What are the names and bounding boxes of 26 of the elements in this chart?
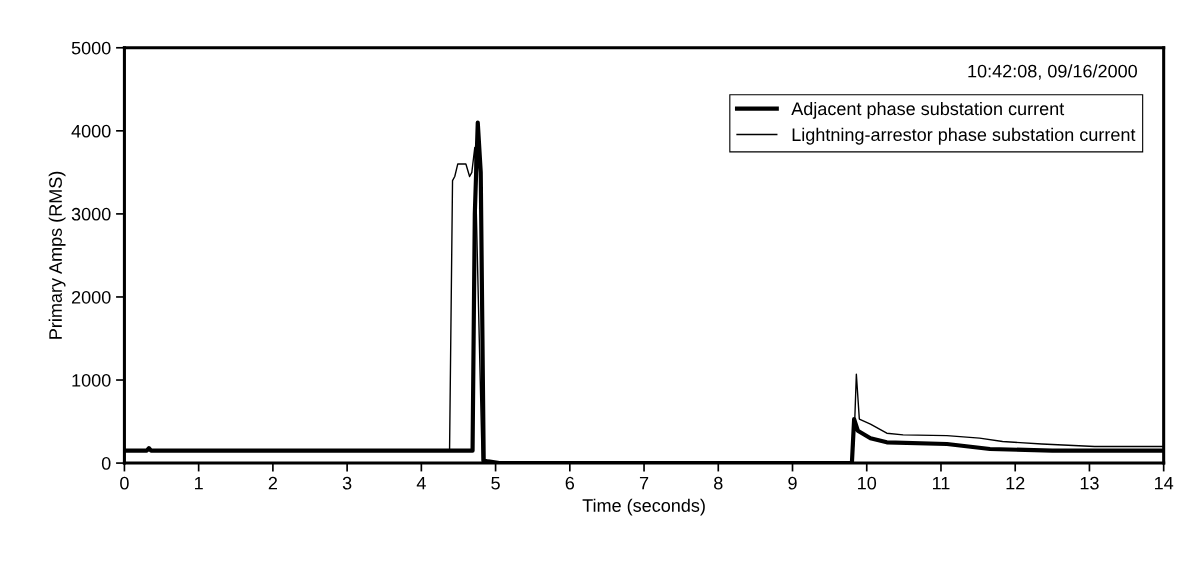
x-tick-label: 11: [932, 476, 950, 490]
annotation: 10:42:08, 09/16/2000: [968, 64, 1137, 80]
x-tick-label: 8: [714, 476, 723, 490]
legend-label: Lightning-arrestor phase substation current: [792, 127, 1136, 145]
y-tick-label: 4000: [71, 124, 111, 138]
y-tick-label: 1000: [72, 373, 111, 387]
x-tick-label: 14: [1155, 476, 1174, 490]
y-tick-label: 5000: [71, 41, 111, 55]
x-tick-label: 3: [342, 476, 352, 490]
y-tick-label: 0: [101, 457, 111, 470]
x-axis-title: Time (seconds): [582, 498, 705, 516]
x-tick-label: 2: [268, 476, 277, 490]
y-tick-label: 3000: [71, 207, 111, 221]
y-axis-title: Primary Amps (RMS): [48, 171, 66, 339]
x-tick-label: 9: [788, 476, 797, 490]
legend-label: Adjacent phase substation current: [791, 101, 1065, 119]
x-tick-label: 13: [1080, 476, 1099, 490]
x-tick-label: 10: [858, 476, 877, 490]
x-tick-label: 0: [120, 476, 129, 490]
x-tick-label: 6: [565, 476, 575, 490]
x-tick-label: 7: [639, 476, 649, 490]
y-tick-label: 2000: [71, 290, 111, 304]
x-tick-label: 1: [195, 476, 203, 490]
x-tick-label: 4: [416, 476, 426, 490]
x-tick-label: 12: [1006, 476, 1025, 490]
x-tick-label: 5: [491, 476, 500, 490]
